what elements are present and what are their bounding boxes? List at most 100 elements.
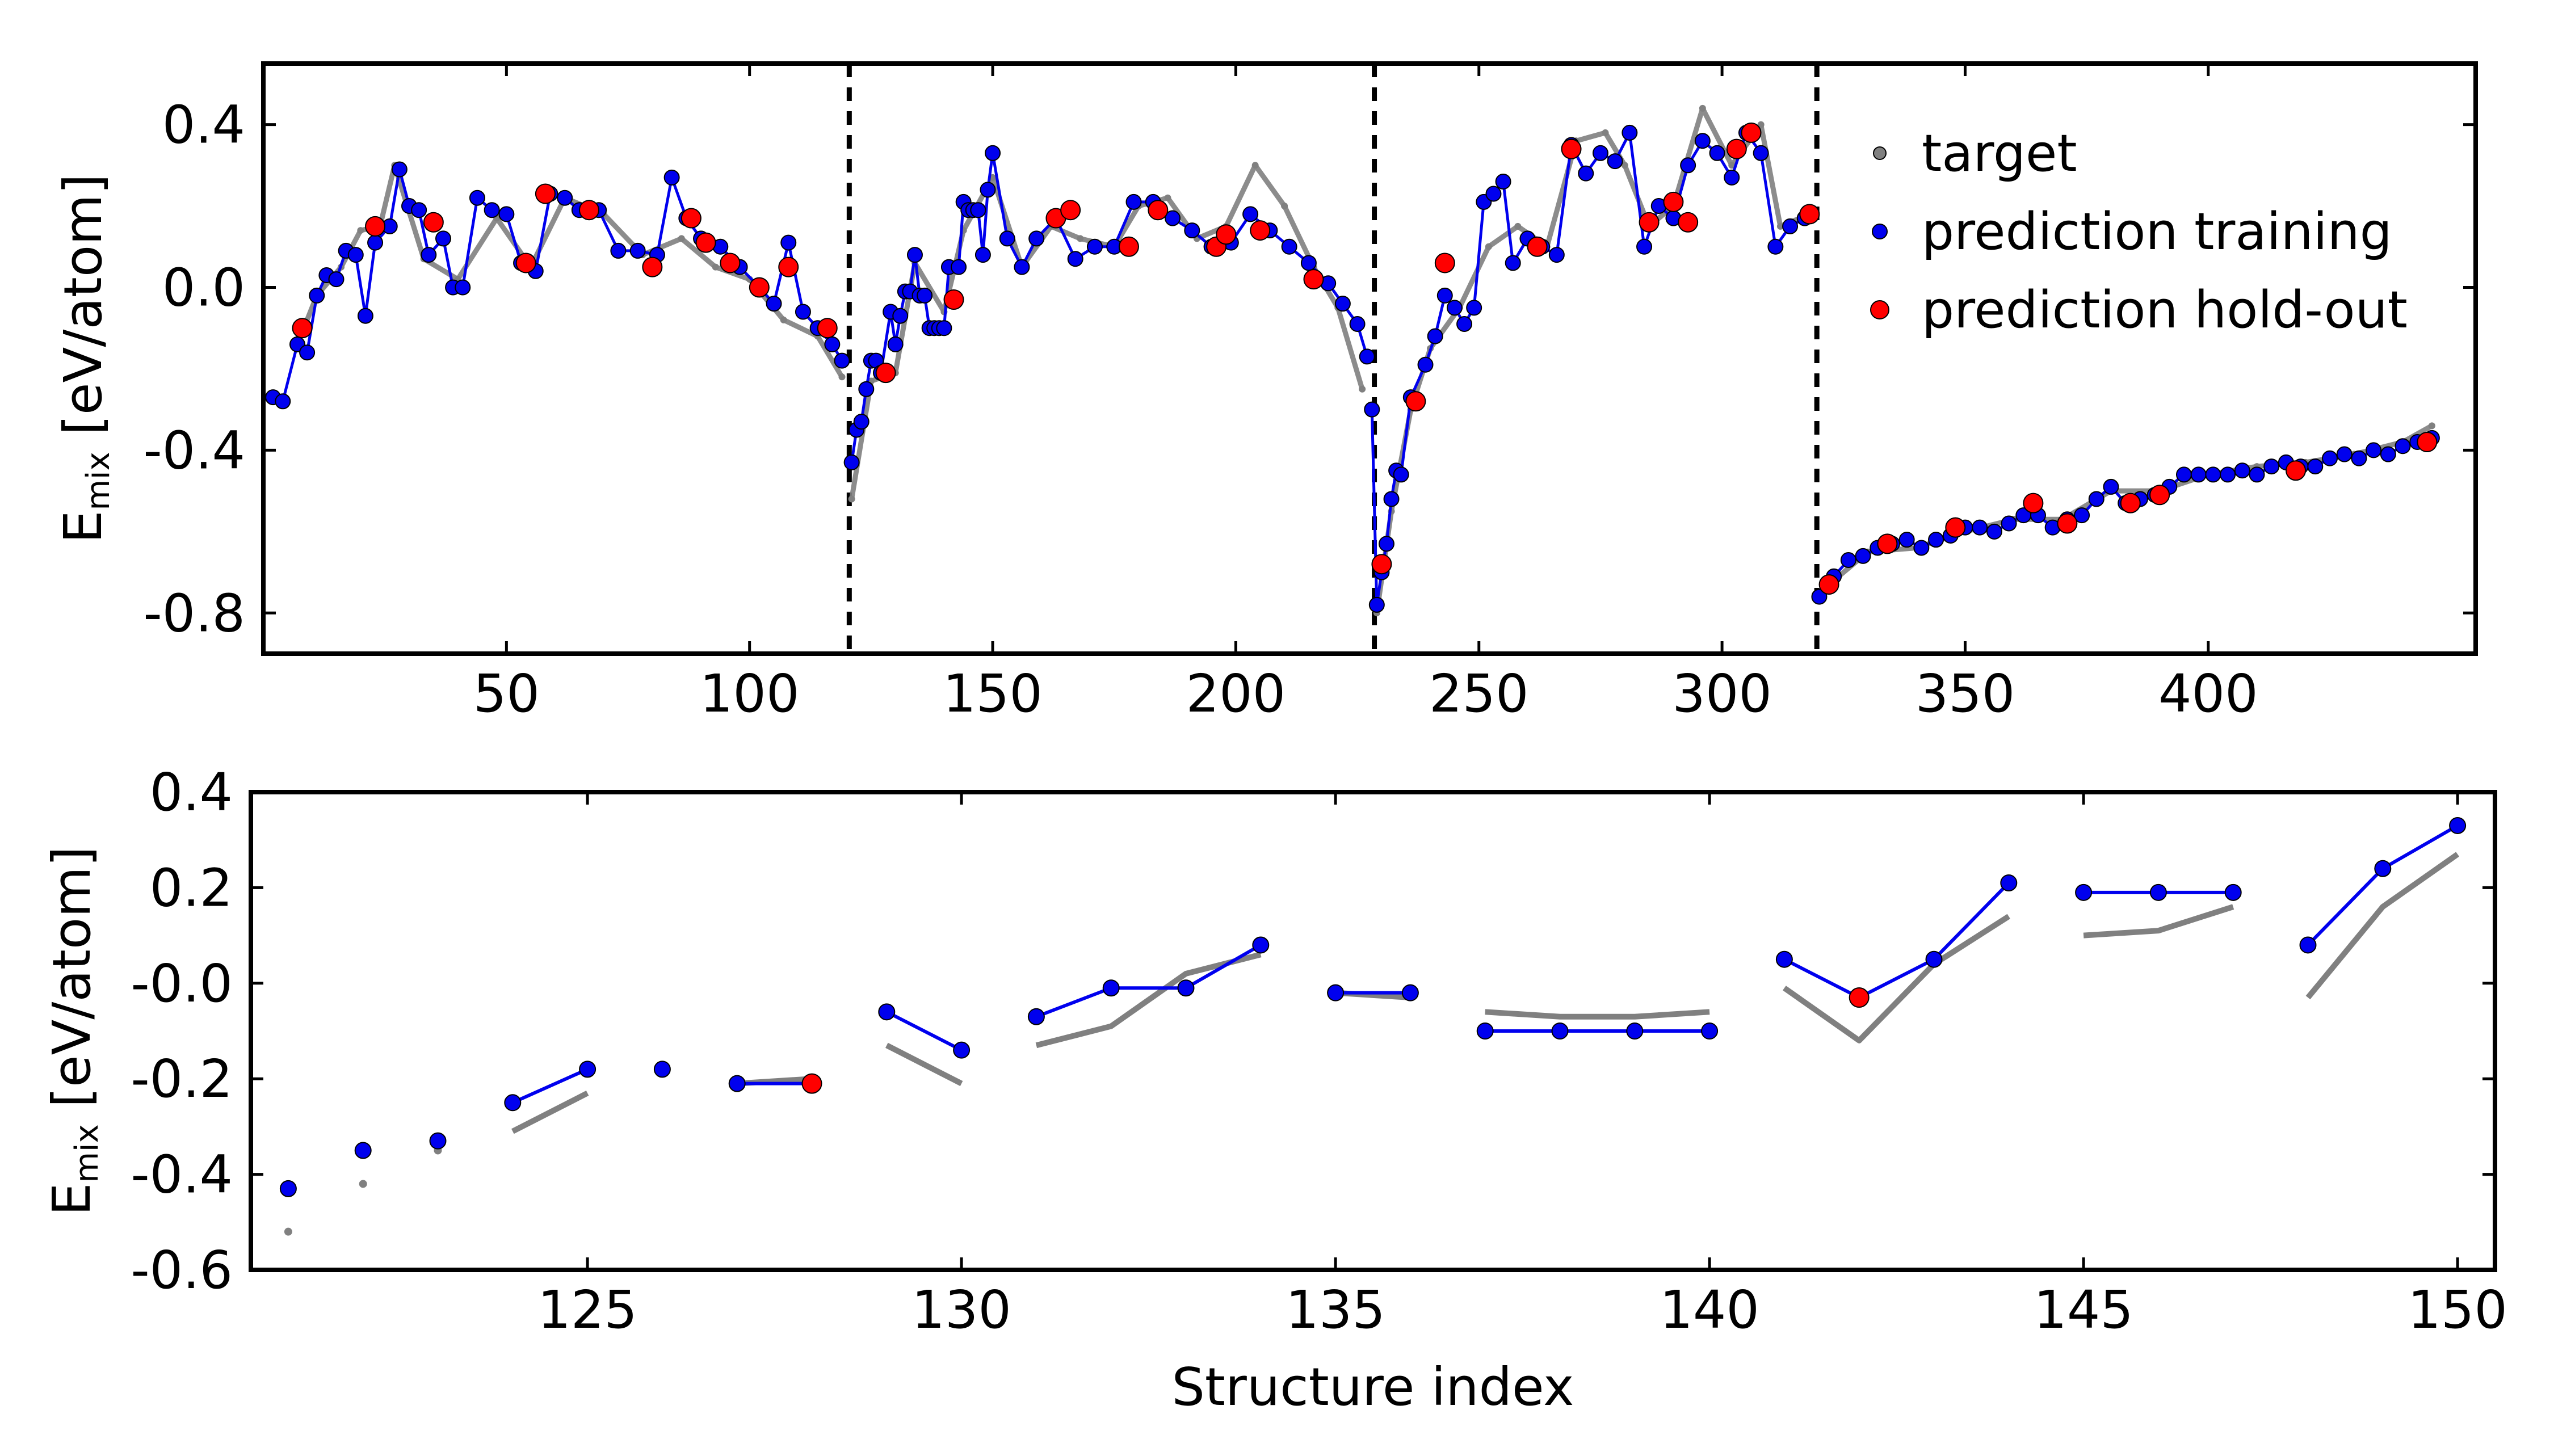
holdout-point — [1663, 191, 1684, 212]
training-point — [1184, 222, 1200, 239]
training-point — [1427, 328, 1443, 344]
holdout-point — [1561, 138, 1582, 159]
holdout-point — [1877, 533, 1898, 554]
training-point — [1972, 519, 1988, 536]
x-tick-label: 135 — [1286, 1280, 1385, 1340]
training-line — [512, 1067, 589, 1105]
x-tick-label: 400 — [2158, 663, 2258, 724]
training-point — [999, 230, 1015, 247]
training-point — [1368, 596, 1385, 613]
training-point — [2220, 466, 2236, 483]
training-point — [421, 247, 437, 263]
target-point — [357, 227, 364, 234]
training-point — [1578, 165, 1594, 182]
training-point — [1436, 287, 1453, 304]
target-line — [2083, 904, 2234, 939]
training-point — [2249, 466, 2265, 483]
target-point — [780, 316, 787, 323]
training-point — [2001, 515, 2017, 532]
training-point — [906, 247, 923, 263]
holdout-point — [749, 277, 770, 298]
target-line — [1035, 952, 1262, 1049]
training-point — [1986, 523, 2002, 540]
x-tick-label: 150 — [2408, 1280, 2507, 1340]
training-point — [1456, 316, 1473, 333]
training-point — [2307, 458, 2324, 475]
target-point — [1251, 162, 1259, 169]
holdout-point — [1678, 212, 1699, 233]
bottom-panel: 125 130 135 140 145 150 0.4 0.2 -0.0 -0.2 -0.4 -0.6… — [41, 762, 2507, 1417]
target-point — [1164, 194, 1171, 201]
training-point — [1417, 356, 1434, 373]
training-point — [1811, 588, 1828, 605]
x-tick-label: 50 — [473, 663, 540, 724]
training-point — [2103, 478, 2119, 495]
training-point — [1378, 536, 1394, 552]
training-point — [1476, 1022, 1494, 1040]
training-point — [1928, 532, 1944, 548]
training-point — [435, 230, 451, 247]
holdout-point — [943, 289, 964, 310]
y-axis-title-unit: [eV/atom] — [53, 174, 114, 452]
legend-marker-0 — [1873, 146, 1887, 160]
holdout-point — [1250, 220, 1271, 241]
training-point — [970, 202, 986, 218]
training-point — [1855, 548, 1871, 564]
training-point — [1898, 532, 1915, 548]
training-point — [795, 304, 811, 320]
training-point — [610, 242, 627, 259]
y-tick-label: -0.2 — [131, 1049, 233, 1109]
training-point — [2175, 466, 2192, 483]
legend-label: prediction hold-out — [1922, 280, 2408, 340]
training-point — [1401, 984, 1419, 1001]
training-point — [951, 259, 967, 275]
y-tick-label: 0.4 — [162, 95, 245, 155]
x-tick-label: 125 — [537, 1280, 637, 1340]
training-point — [2299, 936, 2317, 954]
training-line — [1370, 128, 1805, 605]
y-axis-title: Emix [eV/atom] — [53, 174, 117, 543]
holdout-point — [1216, 224, 1237, 245]
x-tick-label: 130 — [911, 1280, 1011, 1340]
training-point — [1393, 466, 1409, 483]
training-point — [2190, 466, 2207, 483]
holdout-point — [2023, 493, 2044, 514]
target-point — [1776, 222, 1784, 230]
training-point — [824, 336, 841, 352]
holdout-point — [720, 253, 741, 273]
training-point — [275, 393, 291, 410]
training-point — [1383, 491, 1400, 507]
target-point — [359, 1180, 367, 1188]
training-point — [1027, 1008, 1045, 1025]
training-point — [557, 190, 573, 206]
training-point — [2224, 883, 2242, 901]
training-point — [878, 1003, 896, 1021]
target-point — [1514, 222, 1522, 230]
training-point — [1252, 936, 1270, 954]
training-point — [2000, 874, 2018, 891]
y-axis-title-subscript: mix — [80, 452, 117, 510]
target-line — [511, 1091, 589, 1134]
training-point — [2074, 507, 2090, 524]
training-point — [2374, 860, 2392, 877]
training-point — [2351, 450, 2367, 466]
target-line — [1485, 1009, 1710, 1020]
training-point — [1840, 552, 1856, 569]
holdout-point — [423, 212, 444, 233]
holdout-point — [1148, 200, 1169, 221]
training-point — [936, 320, 952, 336]
training-point — [1709, 145, 1725, 161]
training-point — [1767, 238, 1784, 255]
y-axis-title-subscript: mix — [69, 1124, 106, 1183]
training-point — [1495, 174, 1511, 190]
training-point — [2149, 883, 2167, 901]
training-point — [858, 381, 875, 397]
holdout-point — [1434, 253, 1455, 273]
training-point — [1177, 979, 1195, 997]
x-tick-label: 250 — [1429, 663, 1529, 724]
target-point — [1621, 162, 1628, 169]
holdout-point — [1405, 391, 1426, 412]
y-axis-title: Emix [eV/atom] — [41, 846, 106, 1215]
training-point — [1551, 1022, 1569, 1040]
